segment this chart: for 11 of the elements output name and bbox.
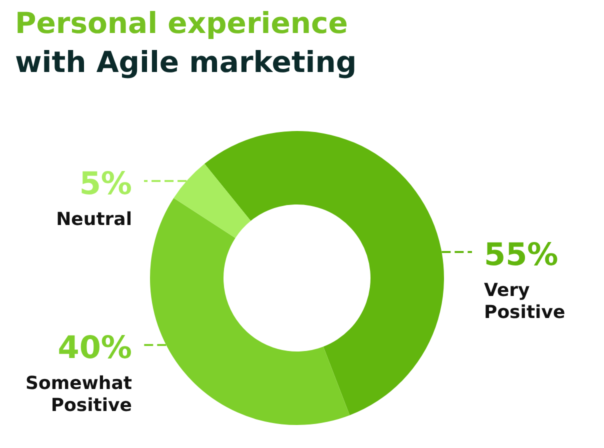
slice-label: Neutral — [56, 209, 132, 230]
chart-subtitle: with Agile marketing — [15, 45, 357, 79]
data-label: 55% — [484, 237, 558, 273]
slice-label: Somewhat Positive — [26, 373, 132, 416]
donut-slice — [150, 198, 350, 425]
data-label: 5% — [79, 166, 132, 202]
chart-title: Personal experience — [15, 6, 348, 40]
donut-slice — [204, 131, 444, 416]
slice-label: Very Positive — [484, 280, 566, 323]
data-label: 40% — [58, 330, 132, 366]
donut-slice — [174, 164, 251, 238]
